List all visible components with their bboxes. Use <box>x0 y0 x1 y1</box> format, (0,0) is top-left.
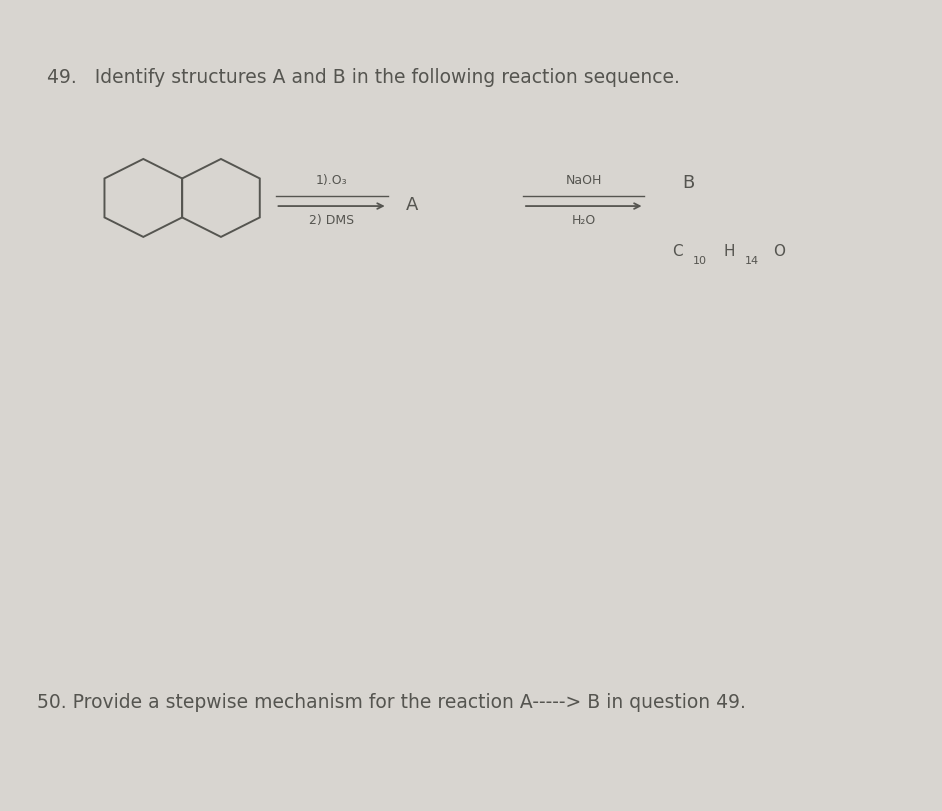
Text: 1).O₃: 1).O₃ <box>316 174 348 187</box>
Text: NaOH: NaOH <box>565 174 602 187</box>
Text: C: C <box>673 244 683 259</box>
Text: H₂O: H₂O <box>572 213 596 226</box>
Text: 14: 14 <box>744 256 758 266</box>
Text: 50. Provide a stepwise mechanism for the reaction A-----> B in question 49.: 50. Provide a stepwise mechanism for the… <box>38 692 746 711</box>
Text: 2) DMS: 2) DMS <box>309 213 354 226</box>
Text: B: B <box>682 174 694 191</box>
Text: H: H <box>723 244 736 259</box>
Text: 10: 10 <box>693 256 707 266</box>
Text: 49.   Identify structures A and B in the following reaction sequence.: 49. Identify structures A and B in the f… <box>47 67 679 87</box>
Text: O: O <box>773 244 786 259</box>
Text: A: A <box>406 196 418 214</box>
